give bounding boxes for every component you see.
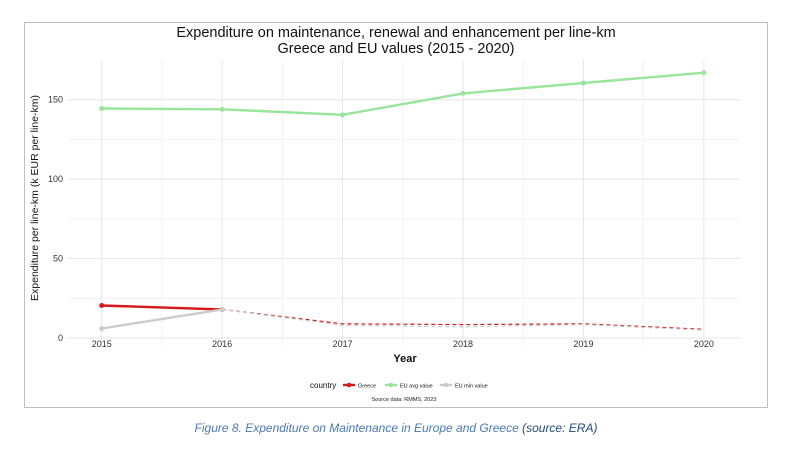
y-axis-label: Expenditure per line-km (k EUR per line-… — [29, 95, 41, 301]
data-point — [99, 326, 105, 332]
series-line-solid — [101, 71, 705, 117]
legend-label: EU avg value — [400, 384, 433, 390]
data-point — [99, 302, 105, 308]
caption-text: Figure 8. Expenditure on Maintenance in … — [194, 421, 519, 435]
legend-key-point — [443, 382, 449, 388]
legend-label: Greece — [358, 384, 376, 390]
chart-title: Expenditure on maintenance, renewal and … — [176, 25, 615, 41]
series-line-dashed — [222, 308, 704, 330]
x-tick-label: 2018 — [453, 339, 473, 349]
legend-key-point — [388, 382, 394, 388]
y-tick-label: 100 — [48, 174, 63, 184]
series-line-solid — [101, 308, 223, 330]
data-point — [99, 105, 105, 111]
grid-layer: 2015 2016 2017 2018 2019 2020 0 50 100 150 — [48, 60, 740, 349]
x-axis-label: Year — [393, 353, 417, 365]
x-tick-label: 2020 — [694, 339, 714, 349]
figure-caption: Figure 8. Expenditure on Maintenance in … — [0, 421, 792, 435]
chart-subtitle: Greece and EU values (2015 - 2020) — [278, 41, 515, 57]
data-point — [701, 70, 707, 76]
series-line-solid — [101, 304, 223, 311]
x-tick-label: 2016 — [212, 339, 232, 349]
x-tick-label: 2017 — [333, 339, 353, 349]
series-line-dashed — [222, 308, 704, 331]
x-tick-label: 2015 — [92, 339, 112, 349]
legend-title: country — [310, 381, 336, 390]
source-note: Source data: RMMS, 2023 — [372, 397, 437, 403]
data-point — [219, 106, 225, 112]
y-tick-label: 0 — [58, 333, 63, 343]
legend: country Greece EU avg value EU min value — [310, 381, 488, 390]
x-tick-label: 2019 — [573, 339, 593, 349]
data-point — [340, 112, 346, 118]
data-point — [580, 80, 586, 86]
y-tick-label: 50 — [53, 254, 63, 264]
y-tick-label: 150 — [48, 95, 63, 105]
legend-key-point — [346, 382, 352, 388]
data-point — [460, 90, 466, 96]
caption-source: (source: ERA) — [522, 421, 598, 435]
legend-label: EU min value — [455, 384, 488, 390]
series-layer — [99, 70, 707, 332]
data-point — [219, 306, 225, 312]
